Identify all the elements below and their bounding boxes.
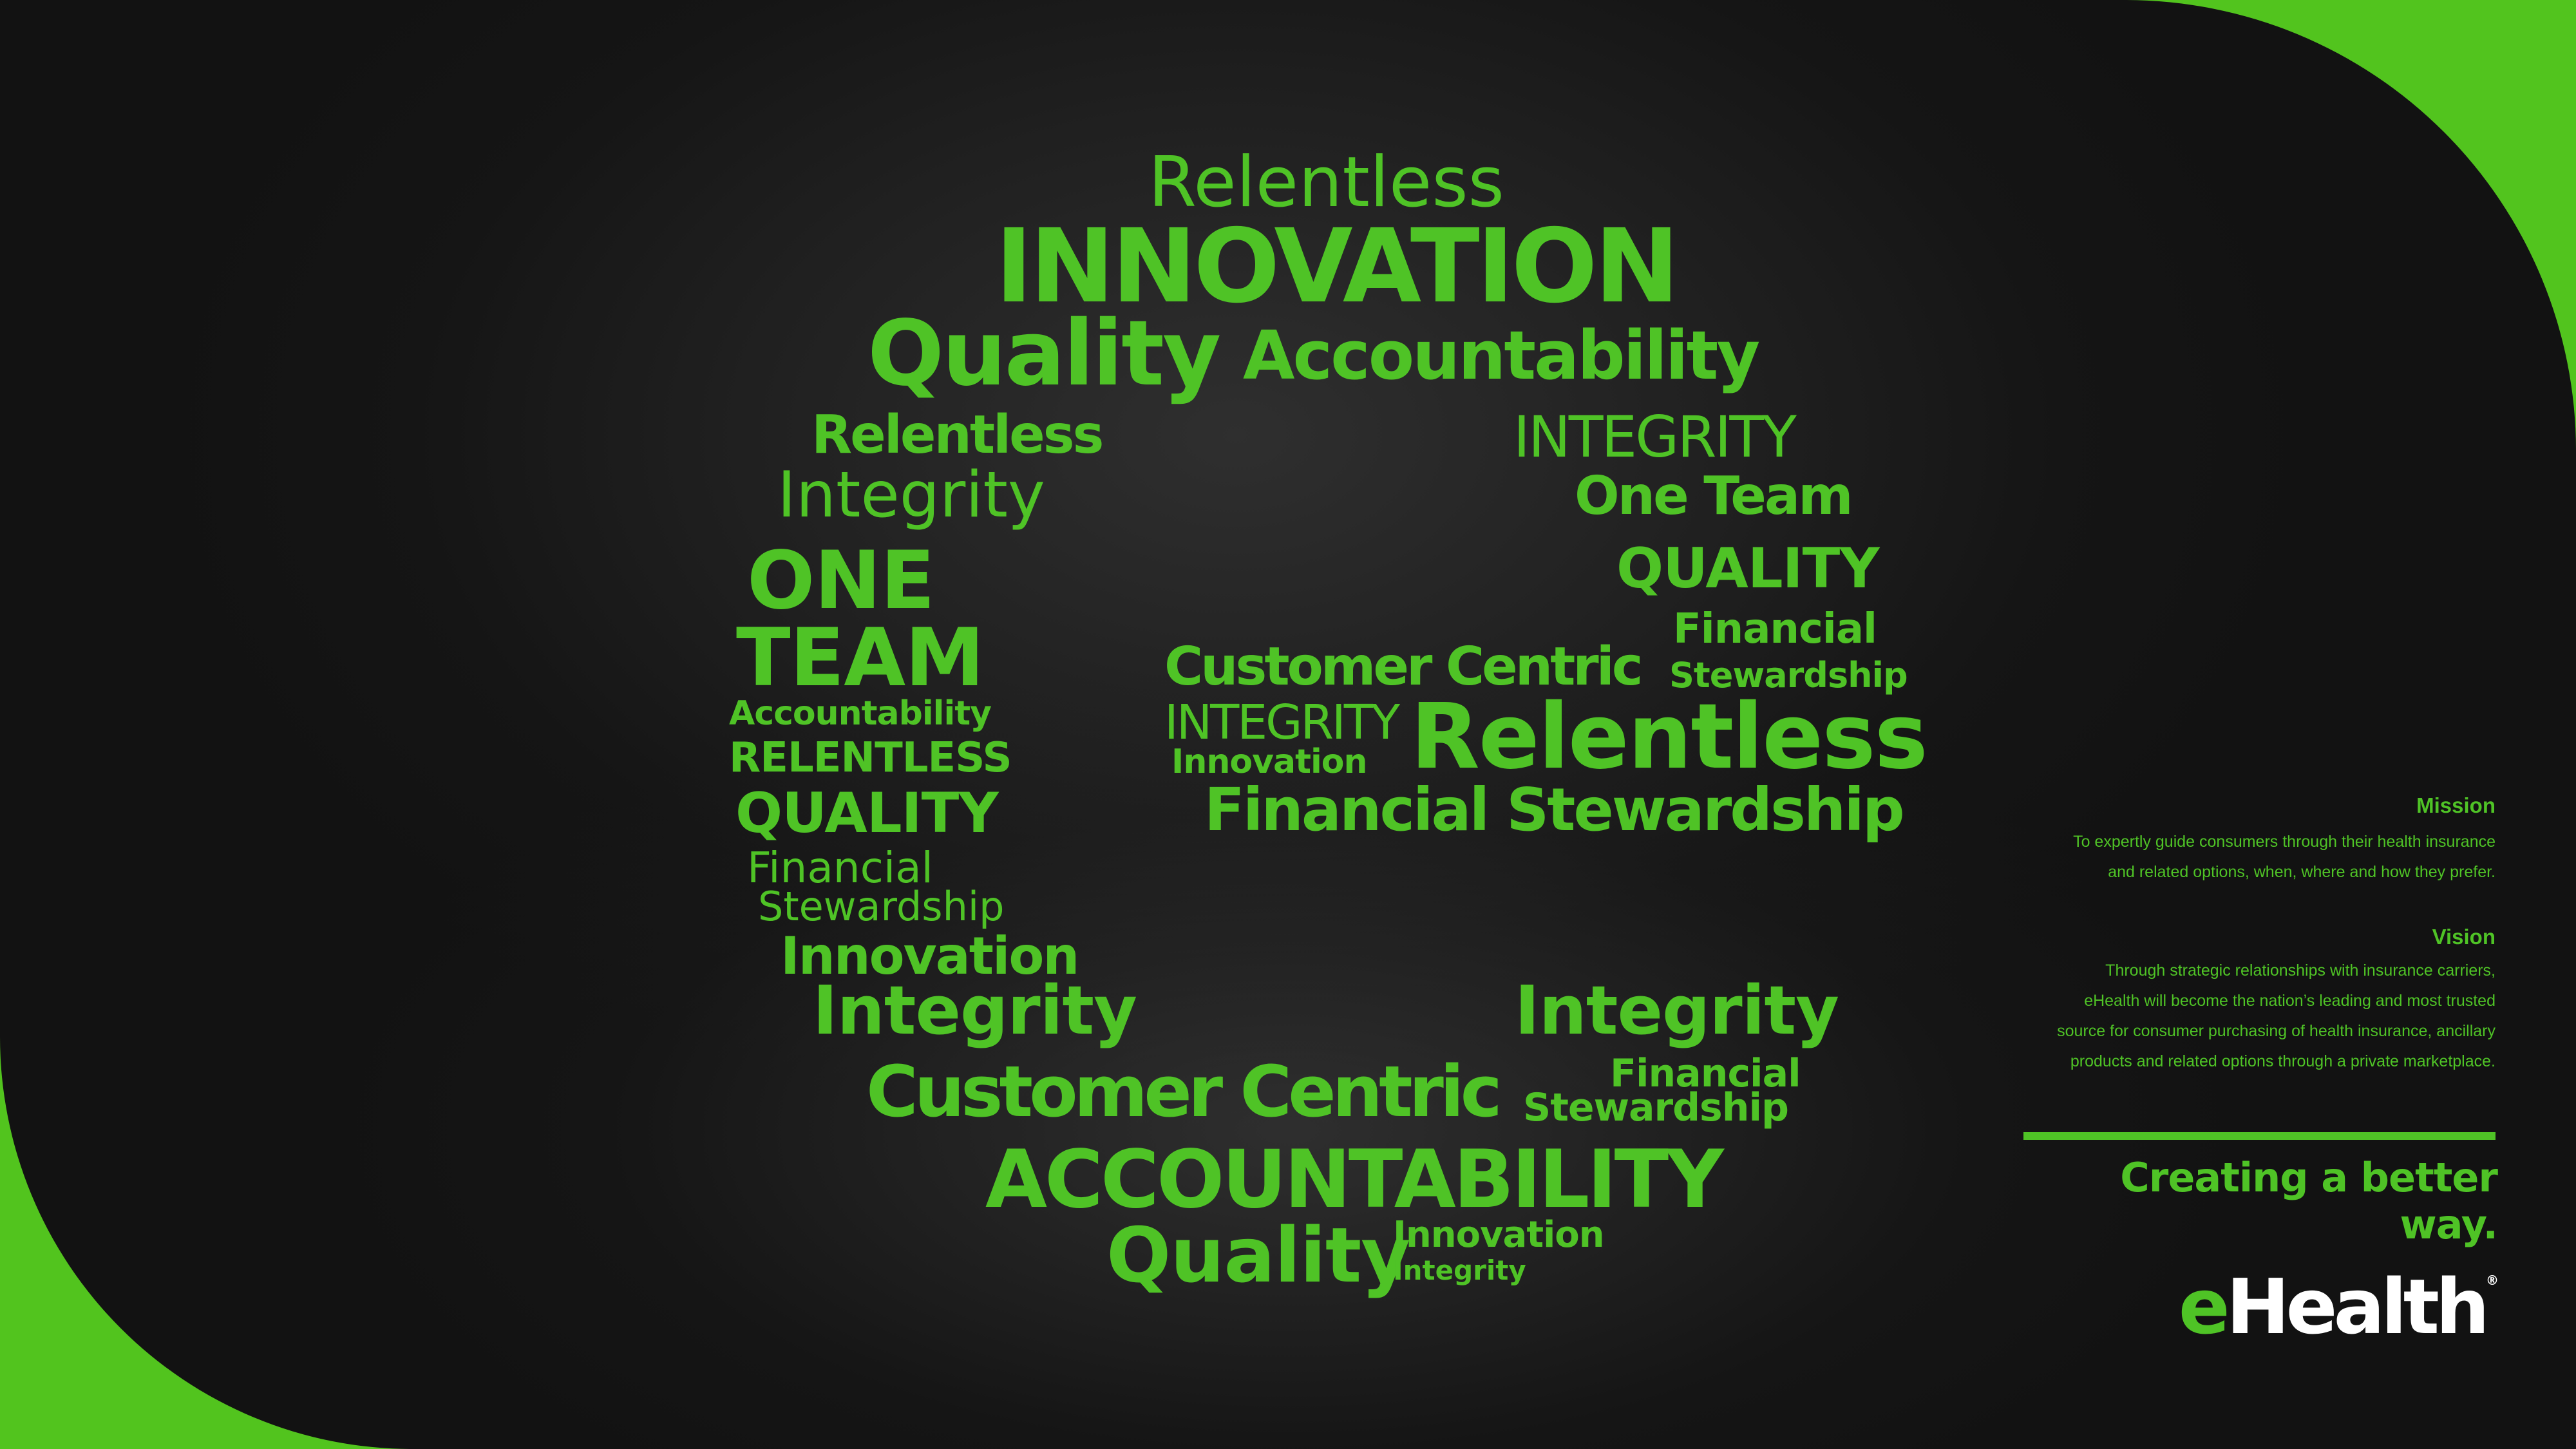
word-stewardship: Stewardship xyxy=(1523,1085,1789,1130)
word-innovation: Innovation xyxy=(1171,743,1368,781)
divider xyxy=(2023,1132,2496,1140)
word-customer-centric: Customer Centric xyxy=(866,1050,1502,1133)
word-innovation: INNOVATION xyxy=(995,207,1680,326)
word-relentless: RELENTLESS xyxy=(729,734,1012,782)
word-accountability: Accountability xyxy=(729,694,992,733)
mission-text-line: and related options, when, where and how… xyxy=(2108,863,2496,881)
word-financial-stewardship: Financial Stewardship xyxy=(1204,775,1905,844)
vision-heading: Vision xyxy=(2432,925,2496,949)
word-quality: Quality xyxy=(867,301,1221,406)
word-quality: Quality xyxy=(1106,1211,1410,1300)
word-financial: Financial xyxy=(1610,1051,1801,1096)
vision-text-line: source for consumer purchasing of health… xyxy=(2057,1022,2496,1040)
word-integrity: Integrity xyxy=(1393,1255,1526,1286)
mission-vision-panel: Mission To expertly guide consumers thro… xyxy=(2022,793,2496,1077)
word-financial: Financial xyxy=(1673,605,1877,653)
ehealth-logo: eHealth® xyxy=(2177,1269,2499,1345)
word-one: ONE xyxy=(747,535,935,627)
word-integrity: INTEGRITY xyxy=(1513,404,1797,470)
word-quality: QUALITY xyxy=(1616,536,1880,601)
mission-text-line: To expertly guide consumers through thei… xyxy=(2073,833,2496,851)
registered-mark: ® xyxy=(2486,1273,2499,1288)
word-quality: QUALITY xyxy=(735,781,999,846)
tagline: Creating a better way. xyxy=(2120,1154,2498,1248)
vision-text-line: eHealth will become the nation’s leading… xyxy=(2084,992,2496,1010)
word-relentless: Relentless xyxy=(811,404,1104,466)
word-accountability: ACCOUNTABILITY xyxy=(985,1133,1724,1226)
word-integrity: Integrity xyxy=(1515,971,1839,1050)
word-stewardship: Stewardship xyxy=(758,883,1005,930)
mission-heading: Mission xyxy=(2416,793,2496,817)
word-team: TEAM xyxy=(736,612,985,705)
logo-e: e xyxy=(2178,1262,2230,1351)
word-innovation: Innovation xyxy=(781,926,1079,986)
word-integrity: Integrity xyxy=(813,971,1137,1050)
word-integrity: INTEGRITY xyxy=(1164,695,1400,750)
word-customer-centric: Customer Centric xyxy=(1164,636,1643,697)
word-integrity: Integrity xyxy=(777,459,1045,532)
vision-text-line: Through strategic relationships with ins… xyxy=(2105,961,2496,980)
word-relentless: Relentless xyxy=(1410,685,1928,790)
word-accountability: Accountability xyxy=(1243,316,1760,395)
word-one-team: One Team xyxy=(1575,466,1853,527)
word-relentless: Relentless xyxy=(1148,142,1504,223)
vision-text-line: products and related options through a p… xyxy=(2070,1052,2496,1070)
word-innovation: Innovation xyxy=(1393,1214,1605,1256)
word-stewardship: Stewardship xyxy=(1669,655,1908,696)
word-financial: Financial xyxy=(747,843,934,893)
logo-health: Health xyxy=(2226,1262,2490,1351)
